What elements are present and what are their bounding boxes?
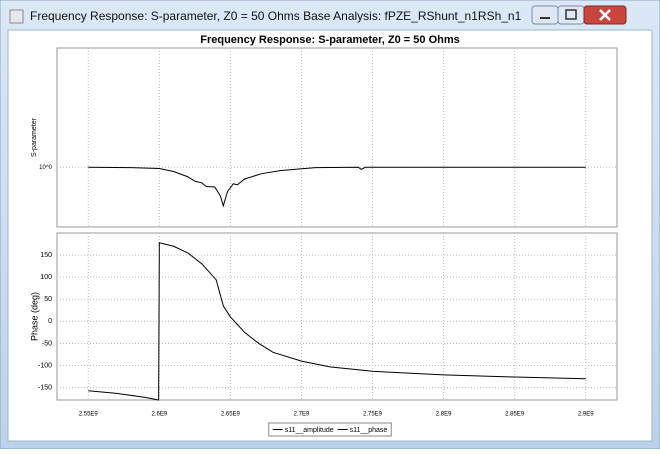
minimize-button[interactable]	[531, 5, 559, 25]
chart-title: Frequency Response: S-parameter, Z0 = 50…	[200, 34, 460, 46]
plot-frame	[56, 232, 618, 401]
legend-box	[268, 422, 392, 437]
close-icon	[599, 9, 611, 21]
window-title: Frequency Response: S-parameter, Z0 = 50…	[30, 9, 522, 23]
y-tick-label: 150	[40, 252, 52, 259]
plot-frame	[56, 47, 618, 228]
y-tick-label: 100	[40, 274, 52, 281]
y-tick-label: -50	[42, 340, 52, 347]
app-icon	[9, 9, 24, 24]
data-line	[88, 166, 586, 208]
x-tick-label: 2.8E9	[436, 412, 452, 418]
maximize-icon	[565, 9, 577, 20]
x-tick-label: 2.85E9	[505, 412, 525, 418]
legend-label: s11__amplitude	[285, 427, 334, 434]
y-tick-label: 0	[48, 318, 52, 325]
data-line	[88, 242, 586, 401]
y-tick-label: 10^0	[39, 165, 52, 171]
x-tick-label: 2.6E9	[151, 412, 167, 418]
y-tick-label: -150	[38, 384, 52, 391]
x-tick-label: 2.7E9	[294, 412, 310, 418]
legend: s11__amplitude s11__phase	[268, 422, 392, 437]
y-tick-label: -100	[38, 362, 52, 369]
plots: 10^0 S-parameter 2.55E9 2.6E9 2.65E9 2.7E9 2.7…	[29, 47, 618, 418]
y-axis-label: S-parameter	[31, 117, 38, 157]
x-tick-label: 2.65E9	[221, 412, 241, 418]
x-tick-label: 2.9E9	[578, 412, 594, 418]
y-tick-label: 50	[44, 296, 52, 303]
x-tick-label: 2.55E9	[79, 412, 99, 418]
y-axis-label: Phase (deg)	[29, 292, 39, 341]
x-tick-label: 2.75E9	[363, 412, 383, 418]
maximize-button[interactable]	[557, 5, 585, 25]
legend-label: s11__phase	[350, 427, 388, 434]
